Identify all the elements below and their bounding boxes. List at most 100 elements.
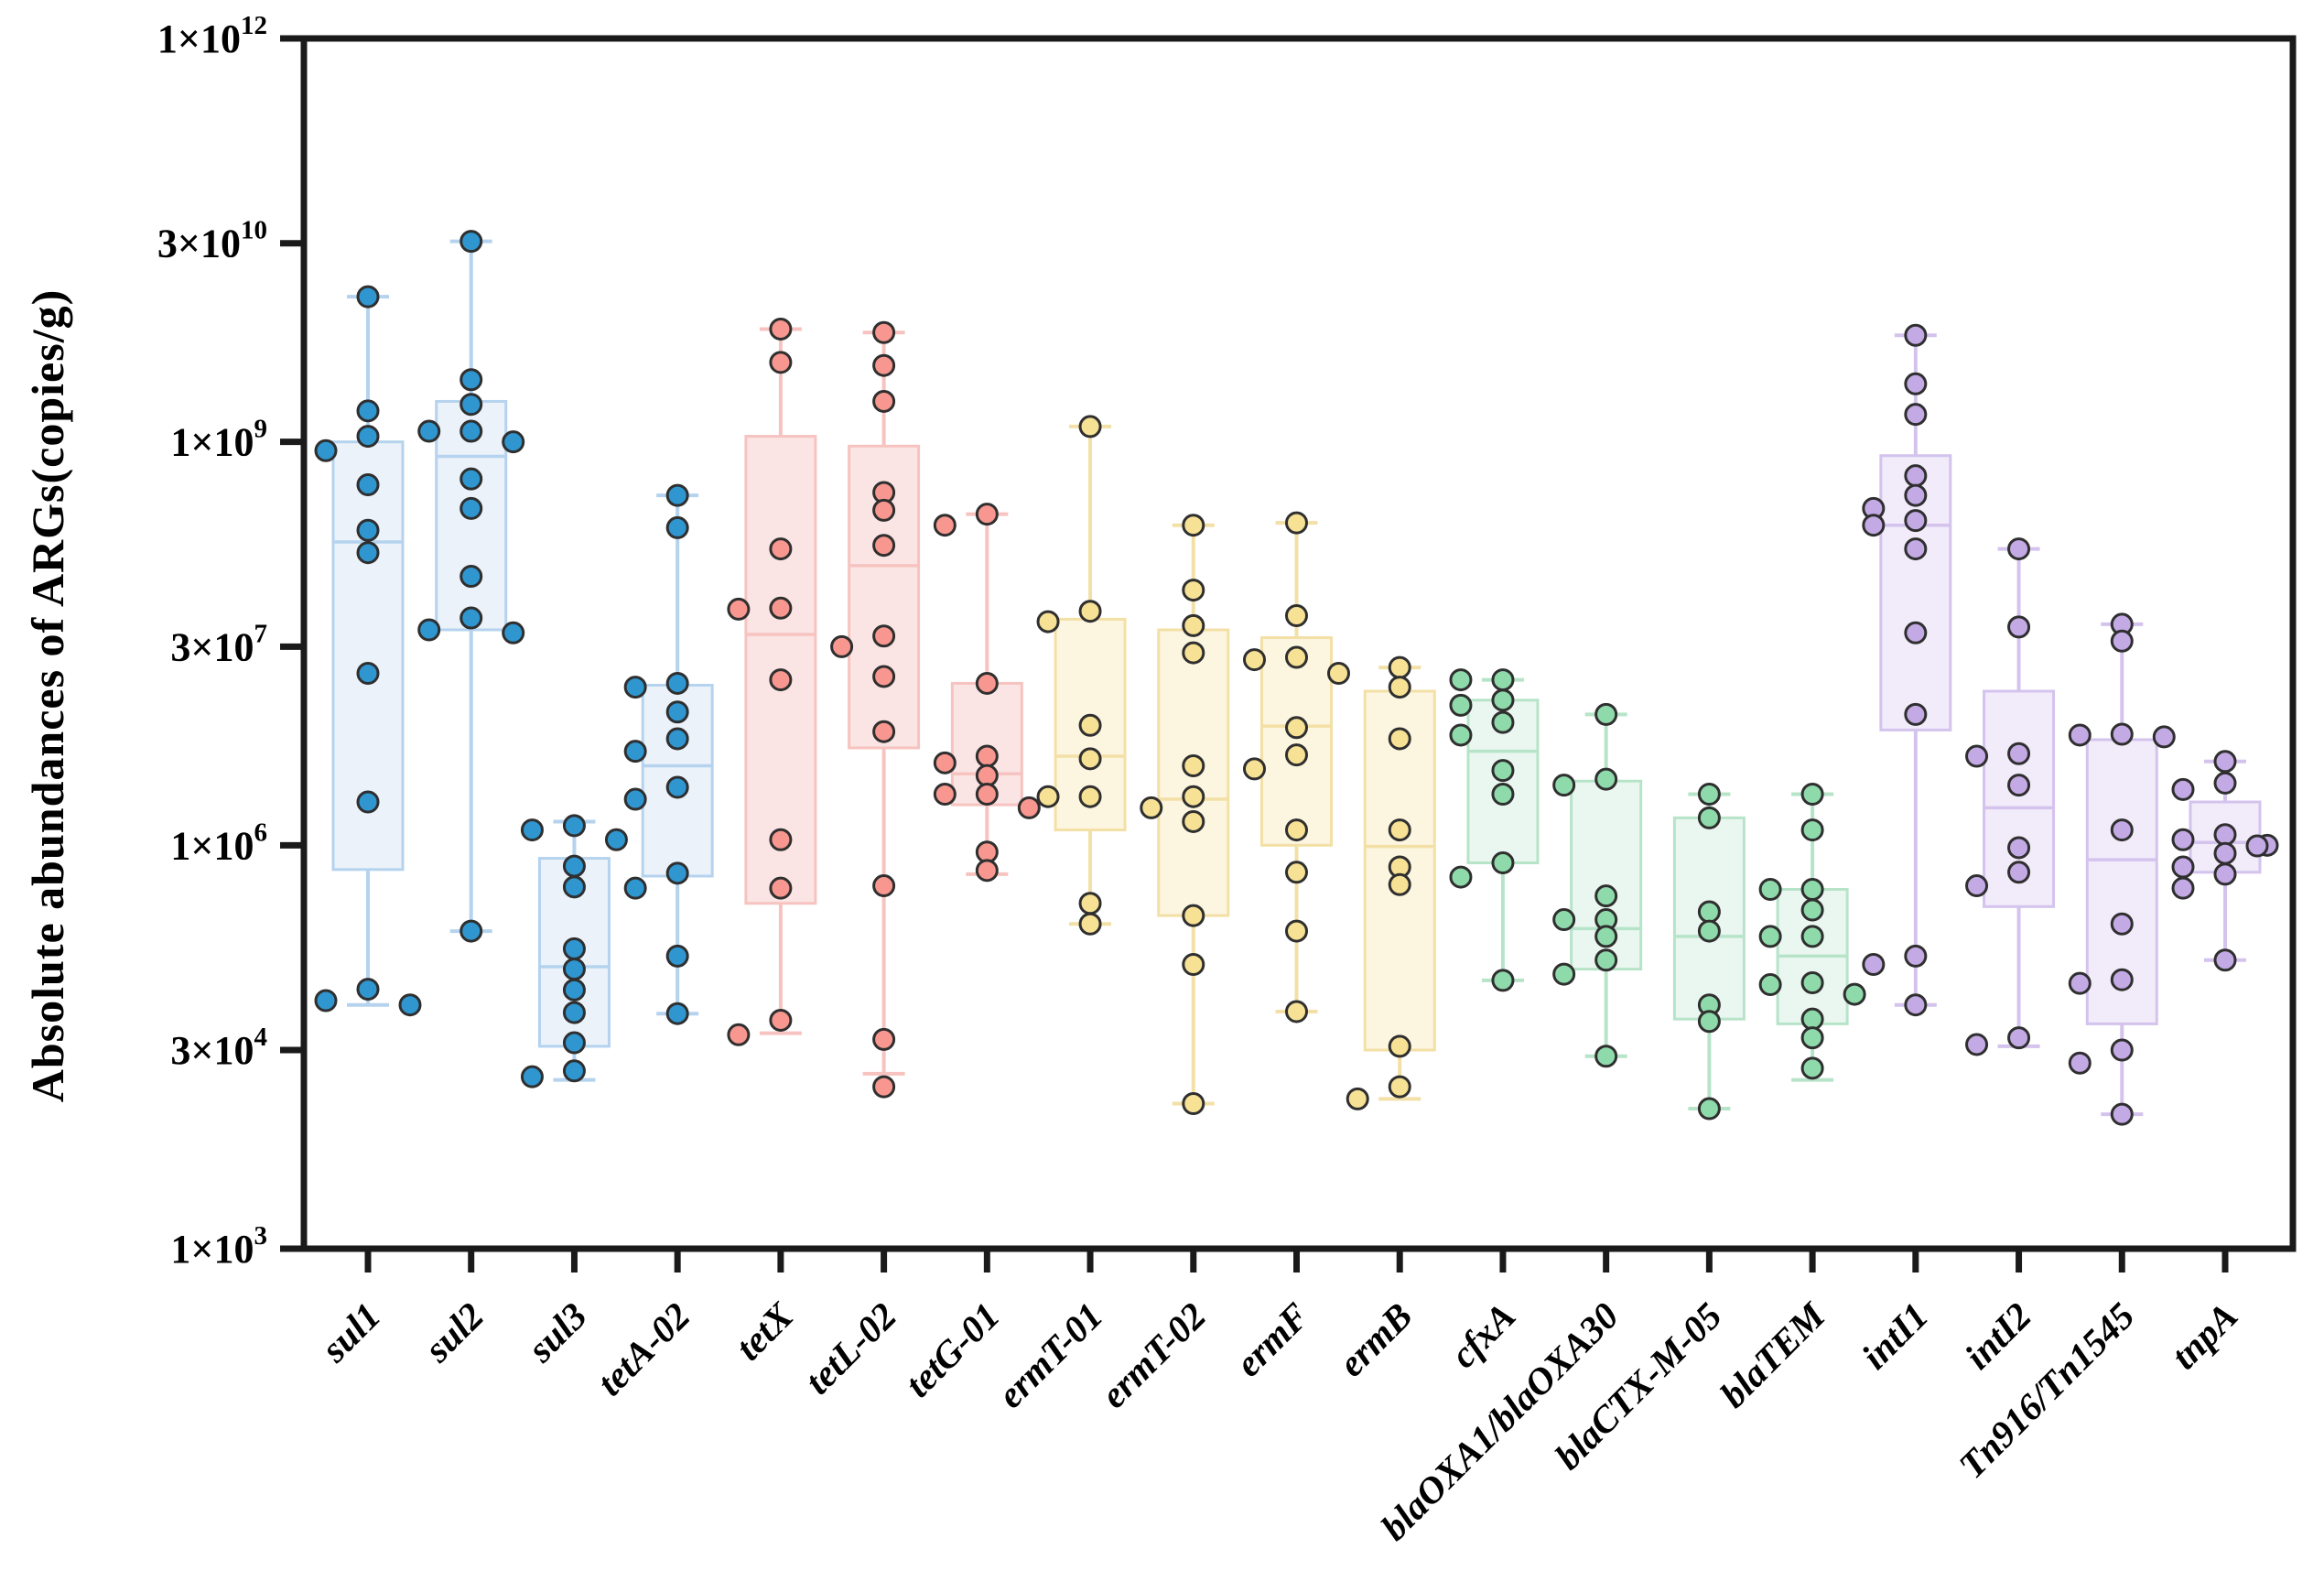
data-point — [2213, 771, 2237, 795]
category-sul1 — [314, 285, 422, 1017]
x-category-label-ermt-02: ermT-02 — [1092, 1294, 1214, 1416]
data-point — [623, 787, 647, 811]
x-category-label-tn916-tn1545: Tn916/Tn1545 — [1951, 1294, 2143, 1487]
data-point — [2171, 876, 2195, 900]
data-point — [872, 353, 896, 377]
data-point — [1078, 600, 1102, 623]
data-point — [1758, 877, 1782, 901]
data-point — [562, 875, 586, 899]
data-point — [604, 828, 628, 851]
x-category-label-sul2: sul2 — [416, 1294, 492, 1370]
category-ermf — [1243, 511, 1350, 1023]
data-point — [1697, 1010, 1721, 1034]
data-point — [562, 814, 586, 838]
y-tick-label: 1×109 — [170, 415, 267, 465]
y-tick-label: 1×103 — [170, 1221, 267, 1272]
data-point — [665, 515, 689, 539]
data-point — [417, 618, 441, 642]
data-point — [1904, 621, 1928, 644]
data-point — [1697, 1097, 1721, 1121]
data-point — [562, 937, 586, 960]
data-point — [1843, 982, 1866, 1006]
data-point — [1491, 969, 1515, 992]
data-point — [1285, 645, 1308, 669]
data-point — [1327, 661, 1350, 685]
x-category-label-inti2: intI2 — [1956, 1294, 2039, 1378]
data-point — [1285, 604, 1308, 628]
data-point — [1388, 655, 1411, 679]
data-point — [1697, 782, 1721, 806]
data-point — [2110, 1102, 2134, 1126]
data-point — [665, 861, 689, 885]
data-point — [2110, 818, 2134, 842]
data-point — [872, 874, 896, 898]
data-point — [1285, 861, 1308, 884]
data-point — [562, 854, 586, 878]
data-point — [1594, 702, 1618, 726]
data-point — [975, 744, 999, 768]
category-blactx-m-05 — [1672, 782, 1746, 1121]
category-blatem — [1758, 782, 1866, 1082]
data-point — [1862, 514, 1886, 537]
data-point — [314, 439, 338, 462]
data-point — [1449, 693, 1473, 717]
category-sul3 — [520, 814, 628, 1088]
data-point — [1388, 676, 1411, 699]
data-point — [1388, 818, 1411, 842]
data-point — [1036, 610, 1060, 634]
data-point — [1800, 1056, 1824, 1080]
data-point — [314, 989, 338, 1013]
x-category-label-inti1: intI1 — [1854, 1294, 1937, 1378]
data-point — [769, 828, 793, 851]
x-category-label-ermt-01: ermT-01 — [989, 1294, 1110, 1416]
data-point — [562, 978, 586, 1002]
category-tnpa — [2171, 750, 2279, 972]
data-point — [1800, 1007, 1824, 1031]
data-point — [1904, 702, 1928, 726]
y-tick-label: 3×107 — [170, 619, 267, 669]
y-tick-label: 1×106 — [170, 818, 267, 868]
category-sul2 — [417, 230, 525, 943]
data-point — [975, 671, 999, 695]
data-point — [1491, 668, 1515, 692]
data-point — [2007, 615, 2031, 639]
data-point — [356, 285, 380, 309]
x-category-label-sul3: sul3 — [519, 1294, 595, 1370]
data-point — [502, 430, 525, 454]
data-point — [1800, 898, 1824, 922]
y-axis-title: Absolute abundances of ARGs(copies/g) — [22, 288, 73, 1103]
data-point — [1491, 782, 1515, 806]
data-point — [1388, 1034, 1411, 1058]
data-point — [2213, 841, 2237, 865]
data-point — [1182, 579, 1205, 602]
x-category-label-tetx: tetX — [727, 1294, 802, 1369]
data-point — [2007, 836, 2031, 860]
data-point — [502, 621, 525, 644]
data-point — [1285, 818, 1308, 842]
data-point — [769, 1008, 793, 1032]
data-point — [459, 368, 483, 392]
data-point — [872, 1027, 896, 1051]
data-point — [1552, 962, 1576, 986]
data-point — [1965, 874, 1989, 898]
category-ermb — [1346, 655, 1436, 1110]
y-tick-label: 3×1010 — [157, 216, 267, 266]
data-point — [1904, 323, 1928, 347]
data-point — [459, 230, 483, 254]
data-point — [1800, 877, 1824, 901]
data-point — [1697, 806, 1721, 829]
category-teta-02 — [623, 483, 714, 1025]
category-inti2 — [1965, 537, 2056, 1056]
data-point — [1904, 464, 1928, 488]
data-point — [1182, 809, 1205, 833]
data-point — [356, 472, 380, 496]
data-point — [2213, 823, 2237, 847]
data-point — [769, 317, 793, 341]
data-point — [1800, 782, 1824, 806]
data-point — [1800, 925, 1824, 948]
x-category-label-blatem: blaTEM — [1712, 1294, 1833, 1415]
data-point — [1594, 884, 1618, 908]
data-point — [459, 606, 483, 630]
data-point — [459, 919, 483, 943]
data-point — [1965, 1033, 1989, 1056]
